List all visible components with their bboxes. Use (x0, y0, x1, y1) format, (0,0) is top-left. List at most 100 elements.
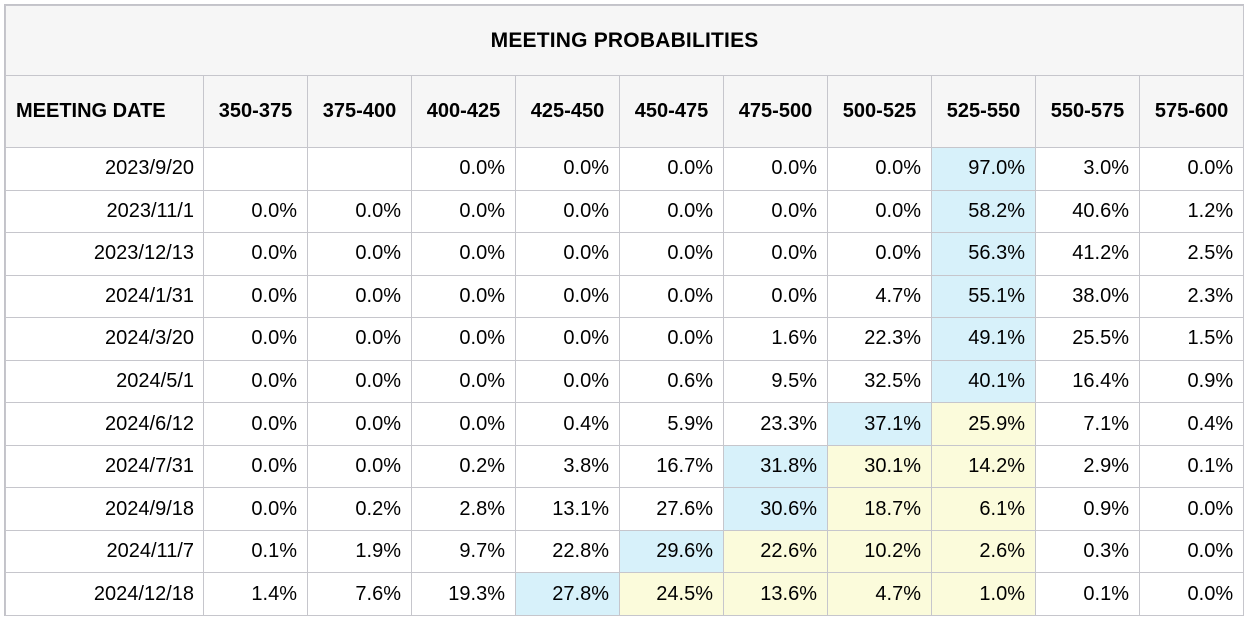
probability-cell: 0.0% (411, 232, 516, 276)
column-header-rate-range: 475-500 (723, 75, 828, 148)
probability-cell: 6.1% (931, 487, 1036, 531)
probability-cell: 0.0% (723, 189, 828, 234)
meeting-date-cell: 2024/6/12 (5, 402, 204, 446)
probability-cell: 0.0% (203, 359, 308, 404)
probability-cell: 2.6% (931, 529, 1036, 574)
probability-cell: 0.0% (411, 147, 516, 191)
table-row: 2024/3/20 0.0% 0.0% 0.0% 0.0% 0.0% 1.6% 22.3% 49… (5, 317, 1245, 361)
table-row: 2024/1/31 0.0% 0.0% 0.0% 0.0% 0.0% 0.0% 4.7% 55.… (5, 274, 1245, 319)
probability-cell: 0.6% (619, 359, 724, 404)
probability-cell: 27.6% (619, 487, 724, 531)
probability-cell: 0.0% (203, 274, 308, 319)
probability-cell: 3.0% (1035, 147, 1140, 191)
column-header-meeting-date: MEETING DATE (5, 75, 204, 148)
title-row: MEETING PROBABILITIES (4, 5, 1245, 76)
probability-cell: 0.0% (619, 189, 724, 234)
probability-cell: 0.0% (411, 359, 516, 404)
column-header-row: MEETING DATE 350-375 375-400 400-425 425-450… (5, 75, 1245, 148)
probability-cell: 22.3% (827, 317, 932, 361)
probability-cell: 1.4% (203, 572, 308, 617)
meeting-date-cell: 2024/1/31 (5, 274, 204, 319)
column-header-rate-range: 375-400 (307, 75, 412, 148)
column-header-rate-range: 550-575 (1035, 75, 1140, 148)
probability-cell: 30.1% (827, 444, 932, 489)
meeting-date-cell: 2024/9/18 (5, 487, 204, 531)
probability-cell: 40.1% (931, 359, 1036, 404)
probability-cell (307, 147, 412, 191)
table-row: 2024/7/31 0.0% 0.0% 0.2% 3.8% 16.7% 31.8% 30.1%… (5, 444, 1245, 489)
probability-cell: 0.0% (307, 359, 412, 404)
probability-cell: 37.1% (827, 402, 932, 446)
table-row: 2023/9/20 0.0% 0.0% 0.0% 0.0% 0.0% 97.0% 3.0% 0.… (5, 147, 1245, 191)
probability-cell: 0.0% (1138, 572, 1245, 617)
probability-cell: 0.1% (1035, 572, 1140, 617)
column-header-rate-range: 575-600 (1138, 75, 1245, 148)
probability-cell: 9.5% (723, 359, 828, 404)
meeting-date-cell: 2023/11/1 (5, 189, 204, 234)
column-header-rate-range: 400-425 (411, 75, 516, 148)
probability-cell: 0.0% (1138, 529, 1245, 574)
column-header-rate-range: 500-525 (827, 75, 932, 148)
probability-cell: 0.0% (411, 317, 516, 361)
probability-cell: 0.0% (619, 274, 724, 319)
probability-cell: 0.0% (515, 232, 620, 276)
probability-cell: 0.1% (1138, 444, 1245, 489)
probability-cell: 0.3% (1035, 529, 1140, 574)
probability-cell: 0.0% (411, 274, 516, 319)
probability-cell: 19.3% (411, 572, 516, 617)
probability-cell: 0.2% (307, 487, 412, 531)
table-body: 2023/9/20 0.0% 0.0% 0.0% 0.0% 0.0% 97.0% 3.0% 0.… (5, 147, 1245, 617)
probability-cell: 0.0% (515, 274, 620, 319)
probability-cell: 30.6% (723, 487, 828, 531)
probability-cell: 0.0% (411, 402, 516, 446)
probability-cell: 58.2% (931, 189, 1036, 234)
probability-cell: 0.0% (203, 317, 308, 361)
table-row: 2024/5/1 0.0% 0.0% 0.0% 0.0% 0.6% 9.5% 32.5% 40.… (5, 359, 1245, 404)
probability-cell: 0.2% (411, 444, 516, 489)
probability-cell: 1.6% (723, 317, 828, 361)
probability-cell: 31.8% (723, 444, 828, 489)
probability-cell: 0.0% (723, 147, 828, 191)
probability-cell: 40.6% (1035, 189, 1140, 234)
meeting-date-cell: 2023/9/20 (5, 147, 204, 191)
column-header-rate-range: 450-475 (619, 75, 724, 148)
probability-cell: 0.0% (307, 444, 412, 489)
probability-cell: 0.0% (827, 147, 932, 191)
probability-cell: 4.7% (827, 572, 932, 617)
probability-cell: 2.9% (1035, 444, 1140, 489)
probability-cell: 13.6% (723, 572, 828, 617)
column-header-rate-range: 350-375 (203, 75, 308, 148)
probability-cell: 0.1% (203, 529, 308, 574)
probability-cell: 0.0% (307, 274, 412, 319)
probability-cell: 0.0% (619, 317, 724, 361)
probability-cell: 0.4% (1138, 402, 1245, 446)
probability-cell: 13.1% (515, 487, 620, 531)
probability-cell: 29.6% (619, 529, 724, 574)
probability-cell: 1.5% (1138, 317, 1245, 361)
probability-cell: 38.0% (1035, 274, 1140, 319)
probability-cell: 0.0% (827, 232, 932, 276)
probability-cell (203, 147, 308, 191)
probability-cell: 0.9% (1138, 359, 1245, 404)
probability-cell: 2.8% (411, 487, 516, 531)
column-header-rate-range: 425-450 (515, 75, 620, 148)
probability-cell: 0.0% (619, 232, 724, 276)
probability-cell: 3.8% (515, 444, 620, 489)
probability-cell: 0.0% (307, 232, 412, 276)
probability-cell: 14.2% (931, 444, 1036, 489)
table-row: 2024/9/18 0.0% 0.2% 2.8% 13.1% 27.6% 30.6% 18.7… (5, 487, 1245, 531)
probability-cell: 23.3% (723, 402, 828, 446)
probability-cell: 4.7% (827, 274, 932, 319)
probability-cell: 27.8% (515, 572, 620, 617)
probability-cell: 0.0% (723, 274, 828, 319)
probability-cell: 9.7% (411, 529, 516, 574)
probability-cell: 0.0% (203, 444, 308, 489)
probability-cell: 18.7% (827, 487, 932, 531)
probability-cell: 0.0% (515, 147, 620, 191)
probability-cell: 0.0% (307, 402, 412, 446)
probability-cell: 0.0% (411, 189, 516, 234)
table-row: 2024/11/7 0.1% 1.9% 9.7% 22.8% 29.6% 22.6% 10.2… (5, 529, 1245, 574)
probability-cell: 0.0% (827, 189, 932, 234)
meeting-date-cell: 2024/7/31 (5, 444, 204, 489)
table-row: 2024/6/12 0.0% 0.0% 0.0% 0.4% 5.9% 23.3% 37.1% 2… (5, 402, 1245, 446)
